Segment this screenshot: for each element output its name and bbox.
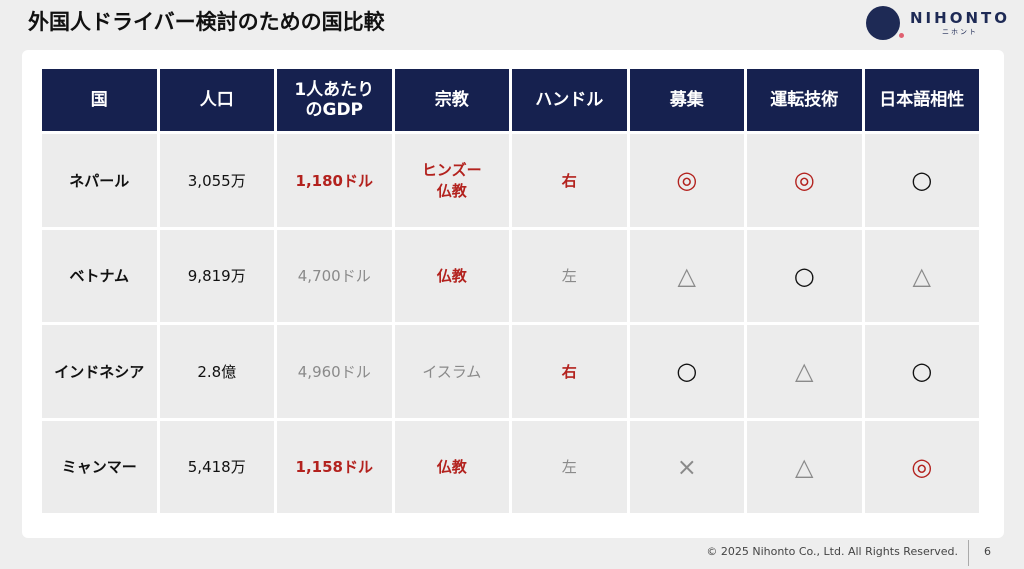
table-cell: 4,960ドル bbox=[277, 325, 392, 418]
table-cell: ○ bbox=[747, 229, 862, 322]
table-cell: 3,055万 bbox=[159, 134, 274, 227]
column-header: 日本語相性 bbox=[864, 69, 979, 131]
logo: NIHONTO ニホント bbox=[866, 6, 1010, 40]
column-header: 1人あたりのGDP bbox=[277, 69, 392, 131]
table-row: ネパール 3,055万 1,180ドル ヒンズー 仏教右 ◎ ◎ ○ bbox=[42, 134, 979, 227]
country-cell: ミャンマー bbox=[42, 420, 157, 513]
copyright: © 2025 Nihonto Co., Ltd. All Rights Rese… bbox=[706, 545, 958, 558]
table-row: インドネシア 2.8億 4,960ドル イスラム右 ○ △ ○ bbox=[42, 325, 979, 418]
header-row: 国人口 1人あたりのGDP 宗教 ハンドル 募集 運転技術 日本語相性 bbox=[42, 69, 979, 131]
table-cell: 1,158ドル bbox=[277, 420, 392, 513]
table-cell: ◎ bbox=[747, 134, 862, 227]
table-row: ベトナム 9,819万 4,700ドル 仏教左 △ ○ △ bbox=[42, 229, 979, 322]
table-cell: 5,418万 bbox=[159, 420, 274, 513]
country-cell: ネパール bbox=[42, 134, 157, 227]
page-title: 外国人ドライバー検討のための国比較 bbox=[28, 10, 385, 34]
country-cell: インドネシア bbox=[42, 325, 157, 418]
table-cell: △ bbox=[864, 229, 979, 322]
table-cell: 仏教 bbox=[394, 229, 509, 322]
table-cell: イスラム bbox=[394, 325, 509, 418]
table-cell: × bbox=[629, 420, 744, 513]
table-cell: △ bbox=[747, 420, 862, 513]
table-cell: ○ bbox=[629, 325, 744, 418]
table-cell: 9,819万 bbox=[159, 229, 274, 322]
table-cell: △ bbox=[629, 229, 744, 322]
table-cell: 仏教 bbox=[394, 420, 509, 513]
table-cell: ◎ bbox=[864, 420, 979, 513]
table-cell: △ bbox=[747, 325, 862, 418]
table-cell: 1,180ドル bbox=[277, 134, 392, 227]
page-number: 6 bbox=[984, 545, 991, 558]
table-cell: 右 bbox=[512, 325, 627, 418]
table-row: ミャンマー 5,418万 1,158ドル 仏教左 × △ ◎ bbox=[42, 420, 979, 513]
nihonto-logo-icon bbox=[866, 6, 904, 40]
column-header: ハンドル bbox=[512, 69, 627, 131]
table-cell: 右 bbox=[512, 134, 627, 227]
table-cell: 4,700ドル bbox=[277, 229, 392, 322]
comparison-table: 国人口 1人あたりのGDP 宗教 ハンドル 募集 運転技術 日本語相性 ネパール 3,055万… bbox=[39, 66, 982, 516]
logo-name: NIHONTO bbox=[910, 9, 1010, 27]
table-cell: ○ bbox=[864, 325, 979, 418]
logo-kana: ニホント bbox=[941, 28, 978, 36]
table-cell: ヒンズー 仏教 bbox=[394, 134, 509, 227]
column-header: 国 bbox=[42, 69, 157, 131]
column-header: 運転技術 bbox=[747, 69, 862, 131]
country-cell: ベトナム bbox=[42, 229, 157, 322]
table-cell: 左 bbox=[512, 229, 627, 322]
table-cell: 左 bbox=[512, 420, 627, 513]
table-cell: ◎ bbox=[629, 134, 744, 227]
footer-divider bbox=[968, 540, 969, 566]
table-cell: 2.8億 bbox=[159, 325, 274, 418]
column-header: 募集 bbox=[629, 69, 744, 131]
column-header: 宗教 bbox=[394, 69, 509, 131]
table-cell: ○ bbox=[864, 134, 979, 227]
column-header: 人口 bbox=[159, 69, 274, 131]
